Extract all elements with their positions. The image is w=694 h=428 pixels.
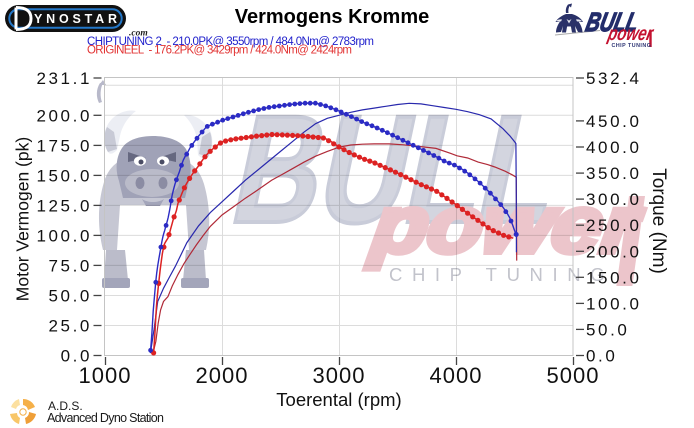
svg-text:532.4: 532.4	[586, 69, 642, 88]
svg-text:150.0: 150.0	[586, 268, 642, 287]
svg-text:0.0: 0.0	[586, 347, 617, 366]
svg-text:50.0: 50.0	[49, 287, 93, 306]
svg-text:100.0: 100.0	[586, 294, 642, 313]
svg-text:300.0: 300.0	[586, 190, 642, 209]
svg-text:25.0: 25.0	[49, 317, 93, 336]
svg-text:75.0: 75.0	[49, 256, 93, 275]
svg-text:0.0: 0.0	[61, 347, 92, 366]
svg-text:450.0: 450.0	[586, 112, 642, 131]
svg-text:4000: 4000	[430, 363, 483, 388]
svg-text:5000: 5000	[547, 363, 600, 388]
svg-text:400.0: 400.0	[586, 138, 642, 157]
svg-text:100.0: 100.0	[36, 226, 92, 245]
svg-text:YNOSTAR: YNOSTAR	[34, 12, 118, 26]
svg-text:power: power	[365, 181, 648, 270]
svg-text:3000: 3000	[313, 363, 366, 388]
svg-text:350.0: 350.0	[586, 164, 642, 183]
svg-text:1000: 1000	[79, 363, 132, 388]
svg-text:Vermogens Kromme: Vermogens Kromme	[235, 6, 430, 28]
svg-text:BULL: BULL	[220, 85, 574, 255]
svg-text:200.0: 200.0	[36, 106, 92, 125]
svg-text:Torque (Nm): Torque (Nm)	[648, 168, 669, 274]
svg-text:.com: .com	[129, 29, 148, 39]
svg-text:125.0: 125.0	[36, 196, 92, 215]
svg-text:A.D.S.: A.D.S.	[48, 399, 83, 413]
svg-text:CHIPTUNING 2 - 210.0PK@ 3550r: CHIPTUNING 2 - 210.0PK@ 3550rpm / 484.0N…	[87, 36, 374, 48]
svg-text:2000: 2000	[196, 363, 249, 388]
svg-text:250.0: 250.0	[586, 216, 642, 235]
svg-text:CHIP TUNING: CHIP TUNING	[612, 43, 652, 49]
svg-text:CHIP TUNING: CHIP TUNING	[389, 264, 614, 285]
svg-text:50.0: 50.0	[586, 320, 630, 339]
svg-text:BULL: BULL	[583, 7, 641, 36]
svg-text:150.0: 150.0	[36, 166, 92, 185]
svg-text:175.0: 175.0	[36, 136, 92, 155]
svg-text:ORIGINEEL - 176.2PK@ 3429rpm: ORIGINEEL - 176.2PK@ 3429rpm / 424.0Nm@ …	[87, 45, 352, 57]
svg-text:Advanced Dyno Station: Advanced Dyno Station	[47, 411, 164, 425]
svg-text:power: power	[605, 22, 656, 44]
svg-text:231.1: 231.1	[36, 69, 92, 88]
svg-text:Toerental (rpm): Toerental (rpm)	[276, 389, 401, 410]
svg-text:Motor Vermogen (pk): Motor Vermogen (pk)	[13, 137, 33, 301]
svg-text:200.0: 200.0	[586, 242, 642, 261]
